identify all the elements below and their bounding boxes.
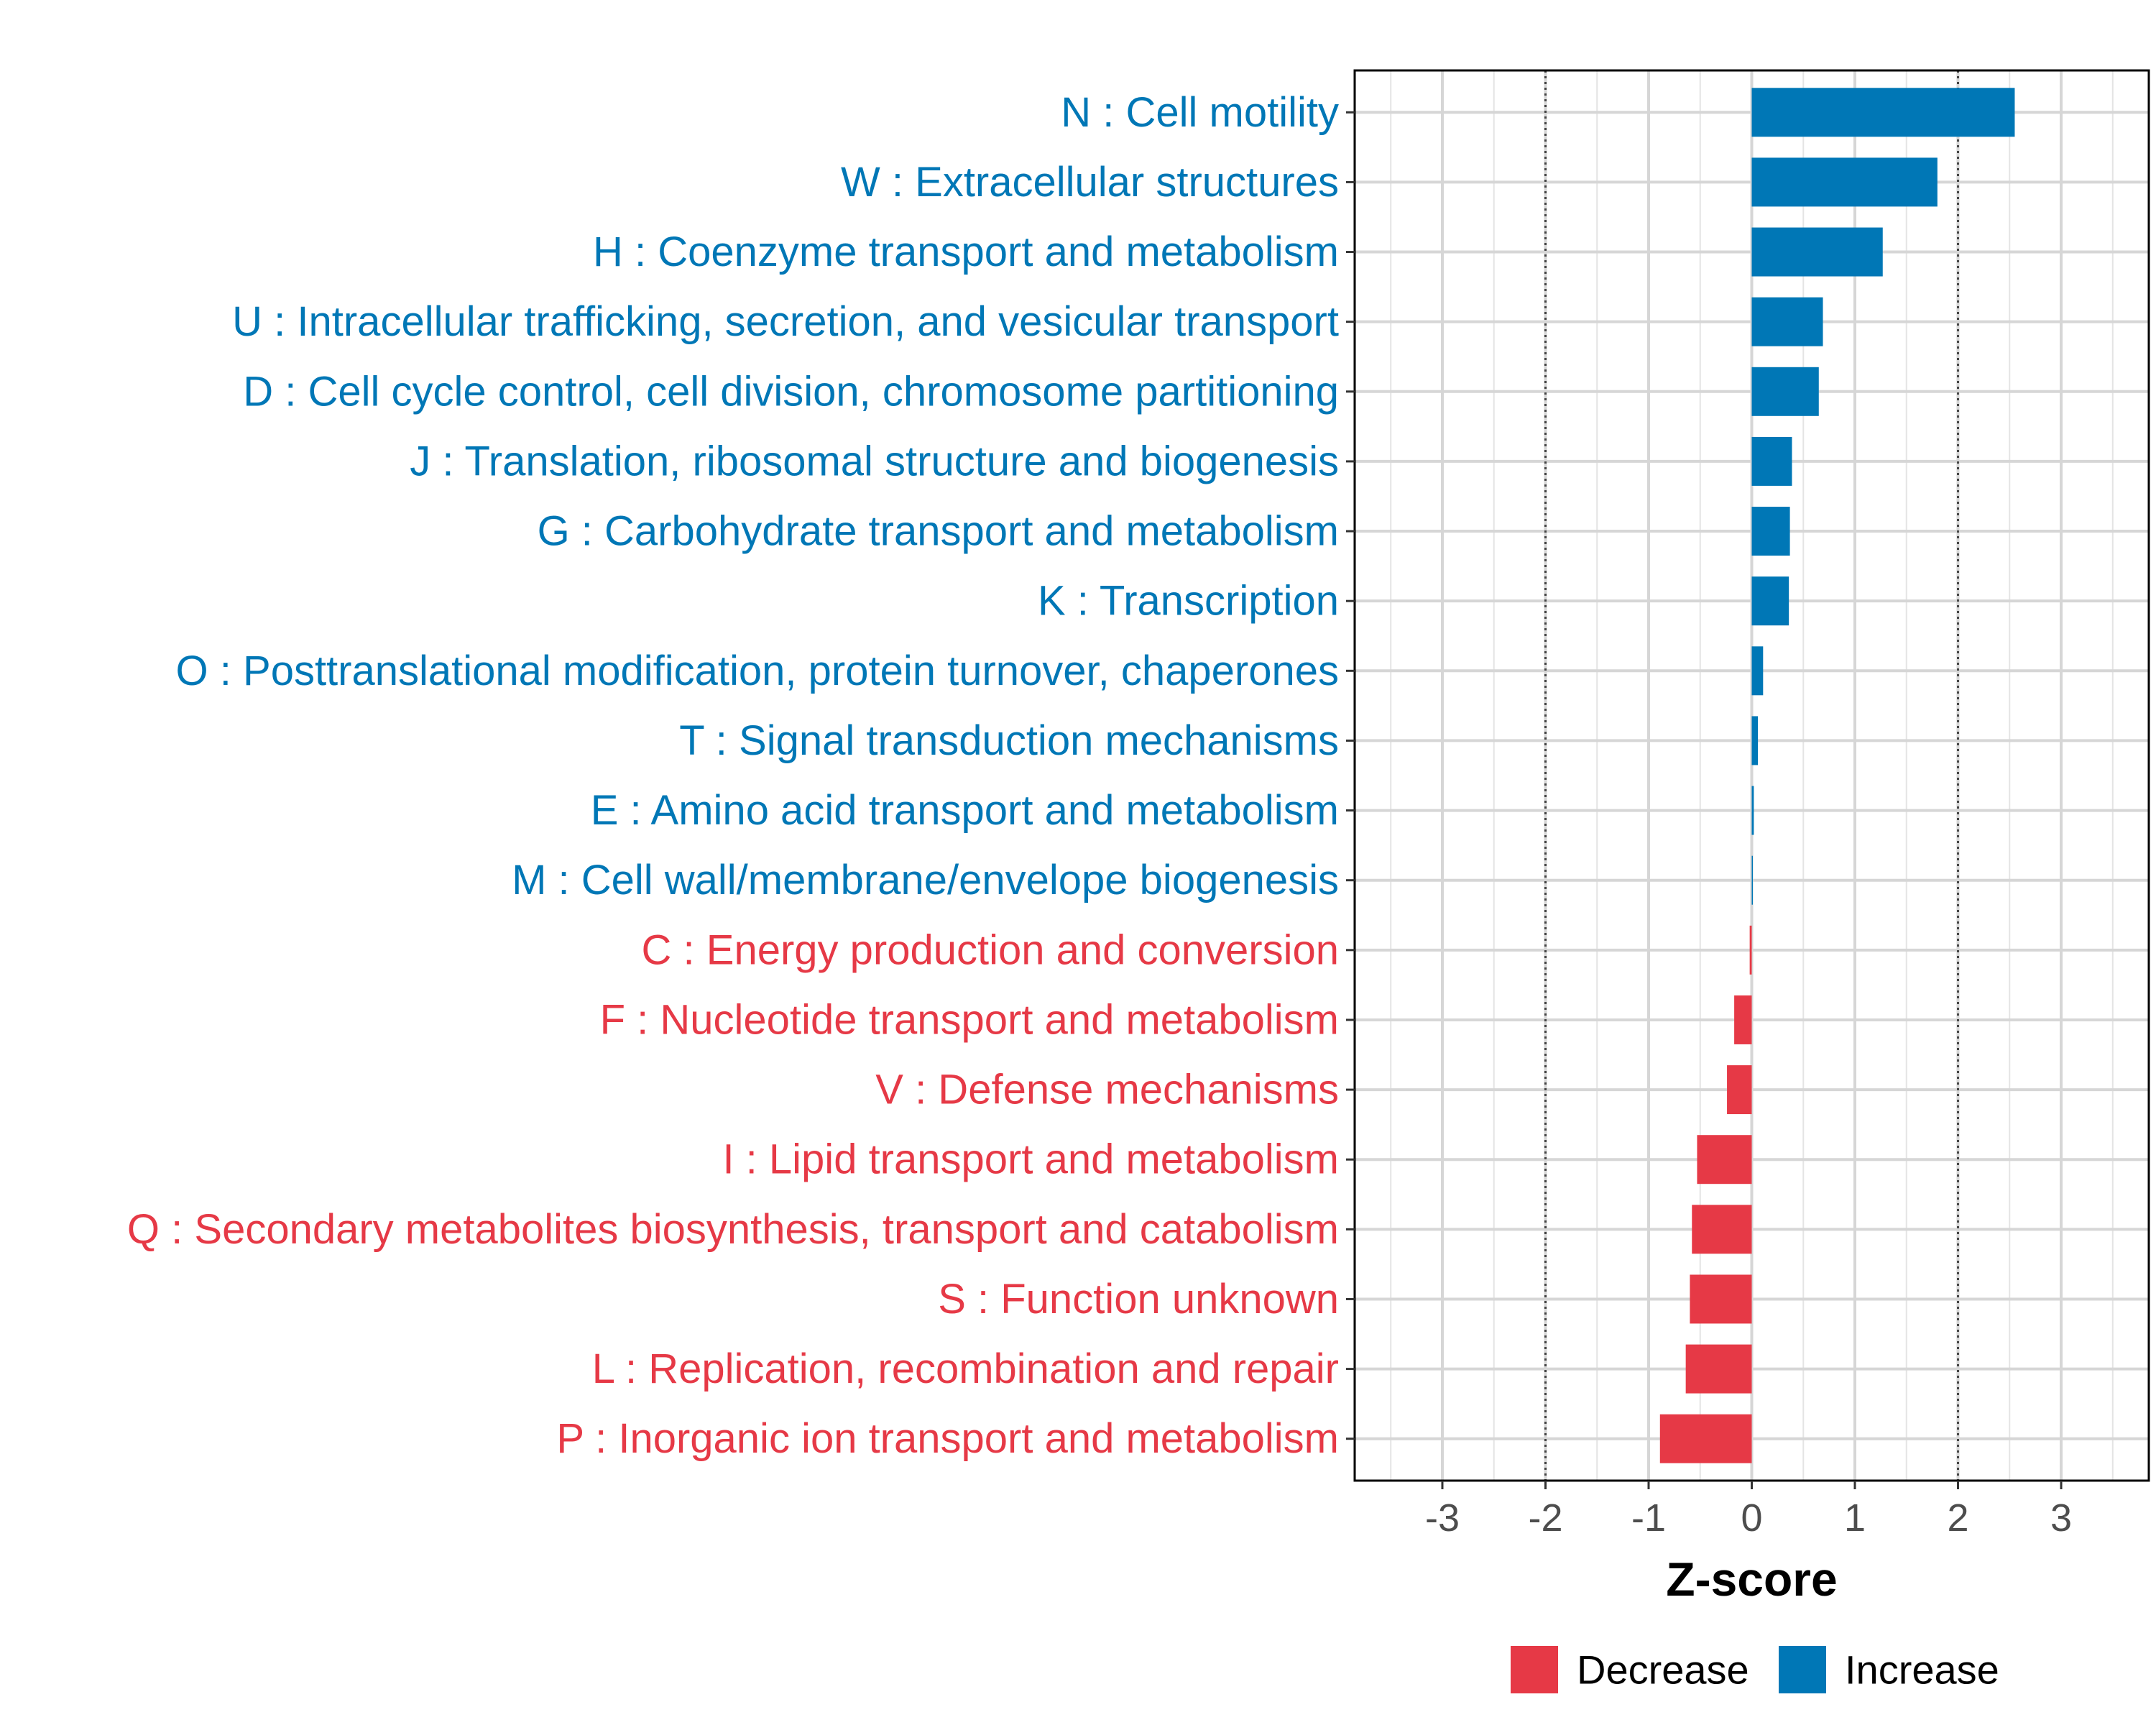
category-label: S : Function unknown <box>938 1276 1339 1322</box>
bar <box>1751 436 1792 486</box>
bar <box>1751 227 1883 277</box>
bar <box>1751 855 1753 905</box>
bar <box>1751 367 1819 416</box>
x-tick-label: -2 <box>1528 1496 1562 1540</box>
bar <box>1751 716 1759 765</box>
bar <box>1697 1135 1752 1184</box>
category-label: G : Carbohydrate transport and metabolis… <box>538 508 1339 555</box>
legend-label: Decrease <box>1577 1647 1749 1693</box>
category-label: O : Posttranslational modification, prot… <box>176 648 1339 694</box>
category-label: H : Coenzyme transport and metabolism <box>593 229 1339 275</box>
category-label: K : Transcription <box>1038 578 1339 625</box>
bar <box>1727 1065 1752 1115</box>
category-label: C : Energy production and conversion <box>642 926 1339 973</box>
x-axis-title: Z-score <box>1666 1552 1837 1606</box>
x-tick-label: -1 <box>1631 1496 1666 1540</box>
category-label: Q : Secondary metabolites biosynthesis, … <box>127 1206 1339 1253</box>
x-tick-label: 2 <box>1947 1496 1968 1540</box>
bar <box>1685 1344 1752 1394</box>
bar <box>1751 157 1938 207</box>
bar <box>1751 646 1764 696</box>
category-labels: N : Cell motility W : Extracellular struc… <box>127 89 1339 1462</box>
category-label: N : Cell motility <box>1061 89 1339 136</box>
bar <box>1751 576 1789 626</box>
legend-swatch <box>1511 1646 1558 1693</box>
legend-swatch <box>1779 1646 1826 1693</box>
bars <box>1659 88 2015 1463</box>
x-axis-ticks: -3 -2 -1 0 1 2 3 <box>1425 1481 2072 1540</box>
category-label: L : Replication, recombination and repai… <box>592 1346 1339 1392</box>
category-label: J : Translation, ribosomal structure and… <box>410 438 1339 484</box>
bar <box>1751 507 1790 556</box>
bar <box>1692 1205 1752 1254</box>
x-tick-label: 0 <box>1741 1496 1762 1540</box>
bar <box>1751 786 1754 835</box>
bar <box>1659 1414 1752 1463</box>
category-label: T : Signal transduction mechanisms <box>679 717 1339 764</box>
legend: Decrease Increase <box>1511 1646 1999 1693</box>
bar <box>1751 88 2015 137</box>
category-label: U : Intracellular trafficking, secretion… <box>232 298 1339 345</box>
bar <box>1749 925 1752 975</box>
category-label: F : Nucleotide transport and metabolism <box>600 996 1339 1043</box>
legend-label: Increase <box>1845 1647 1999 1693</box>
x-tick-label: 3 <box>2050 1496 2072 1540</box>
x-tick-label: 1 <box>1844 1496 1866 1540</box>
category-label: V : Defense mechanisms <box>875 1067 1339 1113</box>
bar <box>1734 995 1752 1044</box>
category-label: D : Cell cycle control, cell division, c… <box>243 368 1339 415</box>
bar <box>1751 297 1823 346</box>
x-tick-label: -3 <box>1425 1496 1460 1540</box>
bar <box>1690 1274 1752 1324</box>
category-label: P : Inorganic ion transport and metaboli… <box>556 1415 1339 1462</box>
category-label: M : Cell wall/membrane/envelope biogenes… <box>512 857 1339 903</box>
y-axis-ticks <box>1346 111 1355 1440</box>
category-label: E : Amino acid transport and metabolism <box>591 787 1339 834</box>
category-label: I : Lipid transport and metabolism <box>722 1136 1339 1183</box>
category-label: W : Extracellular structures <box>841 159 1339 206</box>
